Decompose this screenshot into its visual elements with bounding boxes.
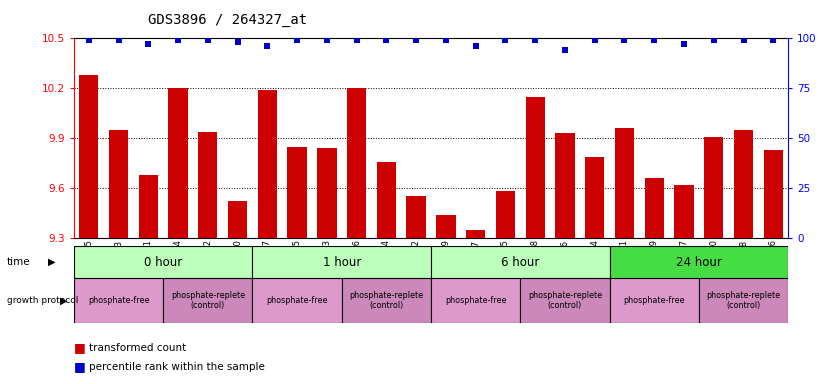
Bar — [764, 150, 783, 238]
Text: 0 hour: 0 hour — [144, 256, 182, 268]
Bar — [699, 278, 788, 323]
Text: phosphate-free: phosphate-free — [88, 296, 149, 305]
Bar — [431, 278, 521, 323]
Text: ▶: ▶ — [60, 295, 67, 305]
Bar — [609, 246, 788, 278]
Bar — [644, 178, 664, 238]
Text: phosphate-replete
(control): phosphate-replete (control) — [528, 291, 602, 310]
Text: ■: ■ — [74, 360, 85, 373]
Bar — [431, 246, 609, 278]
Bar — [228, 202, 247, 238]
Text: time: time — [7, 257, 30, 267]
Bar — [609, 278, 699, 323]
Bar — [496, 192, 515, 238]
Bar — [585, 157, 604, 238]
Bar — [317, 148, 337, 238]
Bar — [253, 246, 431, 278]
Bar — [466, 230, 485, 238]
Bar — [525, 97, 545, 238]
Text: GDS3896 / 264327_at: GDS3896 / 264327_at — [148, 13, 307, 27]
Bar — [109, 130, 128, 238]
Text: 6 hour: 6 hour — [501, 256, 539, 268]
Text: phosphate-free: phosphate-free — [623, 296, 685, 305]
Text: phosphate-replete
(control): phosphate-replete (control) — [706, 291, 781, 310]
Bar — [347, 88, 366, 238]
Bar — [258, 90, 277, 238]
Text: transformed count: transformed count — [89, 343, 186, 353]
Bar — [674, 185, 694, 238]
Text: percentile rank within the sample: percentile rank within the sample — [89, 362, 264, 372]
Bar — [377, 162, 396, 238]
Bar — [74, 278, 163, 323]
Bar — [253, 278, 342, 323]
Bar — [139, 175, 158, 238]
Bar — [436, 215, 456, 238]
Text: 24 hour: 24 hour — [676, 256, 722, 268]
Bar — [734, 130, 753, 238]
Bar — [521, 278, 609, 323]
Bar — [555, 133, 575, 238]
Bar — [704, 137, 723, 238]
Bar — [74, 246, 253, 278]
Bar — [287, 147, 307, 238]
Text: phosphate-free: phosphate-free — [266, 296, 328, 305]
Text: phosphate-replete
(control): phosphate-replete (control) — [171, 291, 245, 310]
Text: 1 hour: 1 hour — [323, 256, 361, 268]
Bar — [168, 88, 188, 238]
Bar — [615, 128, 634, 238]
Bar — [406, 197, 426, 238]
Text: ▶: ▶ — [48, 257, 55, 267]
Text: growth protocol: growth protocol — [7, 296, 78, 305]
Bar — [79, 75, 99, 238]
Text: phosphate-free: phosphate-free — [445, 296, 507, 305]
Bar — [163, 278, 253, 323]
Text: ■: ■ — [74, 341, 85, 354]
Text: phosphate-replete
(control): phosphate-replete (control) — [349, 291, 424, 310]
Bar — [198, 132, 218, 238]
Bar — [342, 278, 431, 323]
